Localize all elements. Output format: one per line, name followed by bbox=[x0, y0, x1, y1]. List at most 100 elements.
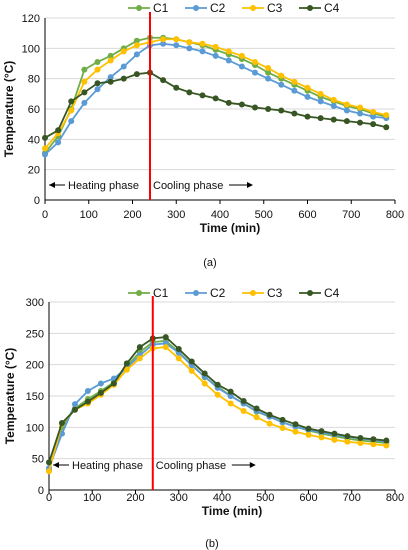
data-point-c3 bbox=[330, 96, 337, 103]
y-tick-label: 20 bbox=[28, 165, 40, 177]
legend-marker-c1 bbox=[136, 290, 142, 296]
data-point-c3 bbox=[357, 104, 363, 111]
x-tick-label: 0 bbox=[46, 492, 52, 504]
y-tick-label: 150 bbox=[26, 391, 44, 403]
data-point-c4 bbox=[279, 416, 286, 423]
chart-b: 0 50 100 150 200 250 300 0 100 200 300 400 500 600 700… bbox=[3, 286, 404, 550]
data-point-c4 bbox=[133, 71, 140, 78]
y-tick-label: 60 bbox=[28, 104, 40, 116]
data-point-c3 bbox=[186, 39, 193, 46]
data-point-c2 bbox=[317, 98, 324, 105]
heating-arrowhead bbox=[49, 182, 55, 188]
data-point-c2 bbox=[84, 387, 91, 394]
y-tick-label: 100 bbox=[22, 43, 40, 55]
data-point-c2 bbox=[120, 63, 127, 70]
data-point-c4 bbox=[58, 419, 65, 426]
data-point-c3 bbox=[68, 107, 75, 114]
figure-caption: (b) bbox=[205, 538, 218, 550]
series-line-c4 bbox=[48, 336, 387, 463]
data-point-c4 bbox=[370, 436, 377, 443]
data-point-c3 bbox=[94, 66, 101, 73]
x-tick-label: 500 bbox=[255, 209, 273, 221]
data-point-c4 bbox=[343, 118, 350, 125]
data-point-c4 bbox=[252, 104, 258, 111]
x-axis-title: Time (min) bbox=[200, 221, 260, 235]
data-point-c4 bbox=[81, 89, 88, 96]
data-point-c1 bbox=[133, 37, 140, 44]
data-point-c3 bbox=[357, 440, 364, 446]
data-point-c4 bbox=[110, 380, 117, 387]
legend-marker-c1 bbox=[136, 5, 142, 11]
chart-a: 0 20 40 60 80 100 120 0 100 200 300 400 500 600 700 800… bbox=[2, 1, 404, 269]
legend-label-c4: C4 bbox=[324, 286, 340, 300]
data-point-c3 bbox=[304, 84, 311, 91]
data-point-c3 bbox=[265, 65, 272, 72]
data-point-c3 bbox=[212, 43, 219, 50]
y-tick-label: 50 bbox=[32, 454, 44, 466]
data-point-c4 bbox=[331, 430, 338, 437]
x-tick-label: 100 bbox=[80, 209, 98, 221]
data-point-c3 bbox=[383, 442, 390, 449]
legend-label-c2: C2 bbox=[210, 286, 226, 300]
figure-caption: (a) bbox=[203, 257, 216, 269]
data-point-c3 bbox=[305, 431, 312, 438]
data-point-c2 bbox=[212, 52, 219, 59]
legend-marker-c4 bbox=[307, 290, 313, 296]
legend-label-c1: C1 bbox=[153, 1, 169, 15]
x-tick-label: 200 bbox=[126, 492, 144, 504]
data-point-c3 bbox=[266, 420, 273, 427]
data-point-c4 bbox=[253, 405, 260, 412]
data-point-c3 bbox=[175, 355, 182, 362]
data-point-c3 bbox=[240, 408, 247, 415]
data-point-c1 bbox=[81, 66, 88, 73]
data-point-c2 bbox=[107, 74, 114, 81]
x-tick-label: 300 bbox=[167, 209, 185, 221]
data-point-c4 bbox=[175, 346, 182, 352]
data-point-c4 bbox=[162, 334, 169, 341]
data-point-c4 bbox=[201, 370, 208, 377]
data-point-c3 bbox=[227, 400, 234, 407]
data-point-c4 bbox=[304, 113, 311, 120]
data-point-c2 bbox=[133, 51, 140, 58]
data-point-c2 bbox=[304, 93, 311, 100]
data-point-c1 bbox=[94, 58, 101, 65]
data-point-c4 bbox=[357, 119, 363, 126]
cooling-phase-label: Cooling phase bbox=[153, 180, 223, 192]
data-point-c4 bbox=[42, 134, 48, 141]
data-point-c2 bbox=[330, 102, 337, 109]
data-point-c3 bbox=[252, 58, 258, 65]
data-point-c3 bbox=[292, 428, 299, 435]
data-point-c2 bbox=[94, 86, 101, 93]
data-point-c3 bbox=[133, 42, 140, 49]
data-point-c4 bbox=[291, 110, 298, 117]
data-point-c3 bbox=[344, 438, 351, 445]
data-point-c2 bbox=[370, 113, 377, 120]
legend-marker-c2 bbox=[193, 290, 199, 296]
x-tick-label: 700 bbox=[342, 209, 360, 221]
data-point-c4 bbox=[71, 406, 78, 413]
data-point-c4 bbox=[225, 99, 232, 106]
x-tick-label: 400 bbox=[213, 492, 231, 504]
data-point-c4 bbox=[240, 398, 247, 405]
data-point-c4 bbox=[84, 398, 91, 405]
series-line-c2 bbox=[48, 342, 387, 469]
data-point-c4 bbox=[344, 433, 351, 440]
data-point-c2 bbox=[68, 118, 75, 125]
y-tick-label: 300 bbox=[26, 297, 44, 309]
y-tick-label: 120 bbox=[22, 13, 40, 25]
data-point-c3 bbox=[370, 441, 377, 448]
data-point-c1 bbox=[107, 52, 114, 59]
data-point-c4 bbox=[292, 421, 299, 428]
data-point-c4 bbox=[265, 106, 272, 112]
data-point-c4 bbox=[212, 95, 219, 102]
data-point-c2 bbox=[42, 151, 48, 158]
x-tick-label: 600 bbox=[298, 209, 316, 221]
data-point-c2 bbox=[278, 81, 285, 88]
y-tick-label: 100 bbox=[26, 422, 44, 434]
data-point-c4 bbox=[94, 80, 101, 87]
data-point-c2 bbox=[97, 380, 104, 387]
y-axis-title: Temperature (°C) bbox=[3, 348, 17, 445]
data-point-c4 bbox=[317, 115, 324, 122]
data-point-c4 bbox=[383, 124, 390, 131]
x-tick-label: 800 bbox=[386, 492, 404, 504]
